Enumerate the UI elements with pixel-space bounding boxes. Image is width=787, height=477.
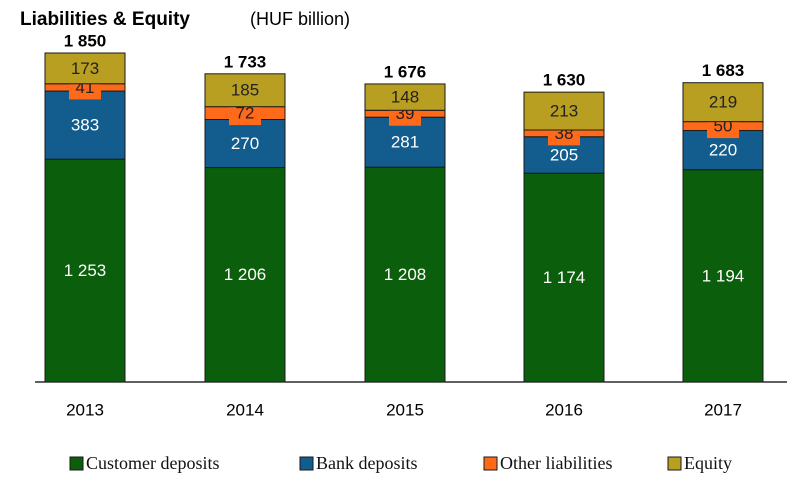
bar-segment — [204, 73, 286, 108]
data-label: 72 — [236, 104, 255, 123]
total-label: 1 733 — [224, 52, 267, 71]
data-label: 383 — [71, 116, 99, 135]
bar-segment — [204, 167, 286, 383]
bar-segment — [44, 90, 126, 160]
legend-swatch — [667, 456, 682, 471]
legend-swatch — [483, 456, 498, 471]
data-label: 1 208 — [384, 265, 427, 284]
data-label: 148 — [391, 88, 419, 107]
bar-segment — [204, 119, 286, 169]
bar-segment — [44, 52, 126, 85]
data-label: 173 — [71, 59, 99, 78]
chart-subtitle: (HUF billion) — [250, 9, 350, 29]
data-label: 219 — [709, 93, 737, 112]
x-tick-label: 2015 — [386, 400, 424, 419]
bar-segment — [682, 82, 764, 123]
legend-swatch — [69, 456, 84, 471]
legend-label: Other liabilities — [500, 453, 612, 473]
data-label: 1 174 — [543, 268, 586, 287]
legend-label: Customer deposits — [86, 453, 220, 473]
total-label: 1 850 — [64, 31, 107, 50]
legend-swatch — [299, 456, 314, 471]
data-label: 205 — [550, 145, 578, 164]
data-label: 213 — [550, 102, 578, 121]
total-label: 1 676 — [384, 62, 427, 81]
data-label: 1 253 — [64, 261, 107, 280]
total-label: 1 683 — [702, 61, 745, 80]
data-label: 1 206 — [224, 265, 267, 284]
x-tick-label: 2013 — [66, 400, 104, 419]
data-label: 1 194 — [702, 266, 745, 285]
legend-label: Bank deposits — [316, 453, 418, 473]
chart-title: Liabilities & Equity — [20, 9, 190, 30]
data-label: 220 — [709, 141, 737, 160]
data-label: 185 — [231, 81, 259, 100]
bar-segment — [523, 91, 605, 131]
x-tick-label: 2017 — [704, 400, 742, 419]
x-tick-label: 2016 — [545, 400, 583, 419]
legend-label: Equity — [684, 453, 732, 473]
data-label: 270 — [231, 134, 259, 153]
bar-segment — [523, 172, 605, 383]
data-label: 281 — [391, 133, 419, 152]
total-label: 1 630 — [543, 71, 586, 90]
bar-segment — [44, 158, 126, 383]
bar-segment — [364, 83, 446, 111]
x-tick-label: 2014 — [226, 400, 264, 419]
